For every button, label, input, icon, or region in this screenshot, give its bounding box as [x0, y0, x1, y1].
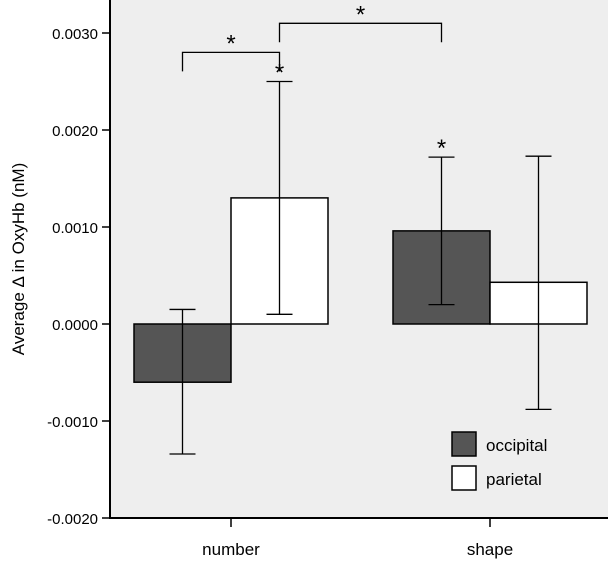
y-tick-label: 0.0010 [52, 220, 98, 237]
annotations-layer: * * * * [181, 1, 446, 162]
legend: occipital parietal [451, 431, 547, 491]
x-ticks-layer: number shape [202, 518, 513, 559]
legend-label-occipital: occipital [486, 436, 547, 455]
y-tick-label: -0.0010 [47, 414, 98, 431]
legend-label-parietal: parietal [486, 470, 542, 489]
y-ticks-layer: -0.0020 -0.0010 0.0000 0.0010 0.0020 0.0030 [47, 26, 110, 528]
y-axis-label: Average Δ in OxyHb (nM) [9, 163, 28, 355]
legend-swatch-parietal [451, 465, 477, 491]
x-tick-label-number: number [202, 540, 260, 559]
significance-bracket-0 [181, 51, 281, 72]
significance-star-occipital-shape: * [437, 135, 446, 162]
y-tick-label: -0.0020 [47, 511, 98, 528]
significance-star-parietal-number: * [275, 60, 284, 87]
bracket-star-1: * [356, 1, 365, 28]
bracket-star-0: * [226, 30, 235, 57]
significance-bracket-1 [278, 22, 443, 43]
error-bars-layer [169, 80, 552, 455]
y-tick-label: 0.0030 [52, 26, 98, 43]
plot-background [110, 0, 608, 518]
y-tick-label: 0.0020 [52, 123, 98, 140]
x-tick-label-shape: shape [467, 540, 513, 559]
legend-swatch-occipital [451, 431, 477, 457]
y-tick-label: 0.0000 [52, 317, 98, 334]
